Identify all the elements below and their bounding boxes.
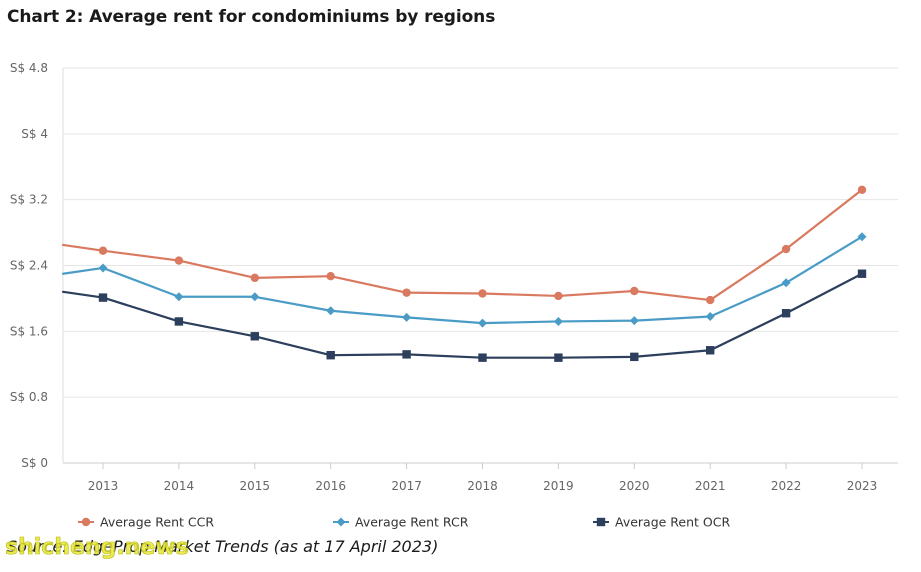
y-tick-label: S$ 0 <box>21 456 48 470</box>
legend-marker-circle <box>81 517 91 527</box>
series-layer <box>61 185 867 362</box>
x-tick-label: 2017 <box>391 479 422 493</box>
x-tick-label: 2016 <box>315 479 346 493</box>
data-point-diamond <box>705 312 715 322</box>
y-tick-label: S$ 0.8 <box>10 390 48 404</box>
legend-label: Average Rent OCR <box>615 515 730 530</box>
data-point-circle <box>250 273 259 283</box>
data-point-square <box>630 352 639 362</box>
data-point-diamond <box>326 306 336 316</box>
data-point-circle <box>174 256 184 265</box>
x-tick-label: 2023 <box>847 479 878 493</box>
data-point-circle <box>554 291 563 301</box>
axis-layer: S$ 0 S$ 0.8 S$ 1.6 S$ 2.4 S$ 3.2 S$ 4 S$ 4.8 20… <box>10 61 877 493</box>
data-point-diamond <box>629 316 639 326</box>
data-point-square <box>98 293 108 302</box>
data-point-circle <box>98 246 108 255</box>
y-tick-label: S$ 3.2 <box>10 193 48 207</box>
x-tick-label: 2015 <box>240 479 271 493</box>
x-tick-label: 2018 <box>467 479 498 493</box>
data-point-diamond <box>250 292 260 302</box>
data-point-diamond <box>553 316 563 326</box>
legend-label: Average Rent CCR <box>100 515 214 530</box>
data-point-circle <box>630 286 639 296</box>
series-square <box>61 269 867 362</box>
legend: Average Rent CCR Average Rent RCR Average … <box>78 515 730 530</box>
legend-marker-square <box>596 517 606 527</box>
legend-item[interactable]: Average Rent RCR <box>333 515 469 530</box>
data-point-circle <box>706 295 715 305</box>
data-point-circle <box>478 289 487 298</box>
data-point-circle <box>781 244 791 254</box>
legend-marker-diamond <box>336 517 346 527</box>
y-tick-label: S$ 2.4 <box>10 259 48 273</box>
data-point-circle <box>857 185 867 194</box>
data-point-diamond <box>857 232 867 242</box>
series-circle <box>61 185 867 305</box>
data-point-diamond <box>402 312 412 322</box>
x-tick-label: 2013 <box>88 479 119 493</box>
data-point-square <box>326 350 335 360</box>
data-point-square <box>781 309 791 318</box>
data-point-square <box>706 346 715 355</box>
data-point-circle <box>326 271 335 281</box>
data-point-diamond <box>478 318 487 328</box>
data-point-square <box>402 350 411 359</box>
legend-label: Average Rent RCR <box>355 515 469 530</box>
x-tick-label: 2022 <box>771 479 802 493</box>
y-tick-label: S$ 1.6 <box>10 324 48 338</box>
legend-item[interactable]: Average Rent OCR <box>593 515 730 530</box>
data-point-square <box>478 353 487 362</box>
source-note: Source: EdgeProp Market Trends (as at 17… <box>7 537 439 556</box>
x-tick-label: 2021 <box>695 479 726 493</box>
data-point-square <box>174 317 184 326</box>
series-diamond <box>61 232 867 328</box>
legend-item[interactable]: Average Rent CCR <box>78 515 214 530</box>
data-point-square <box>250 332 259 341</box>
grid-layer <box>63 67 898 464</box>
data-point-diamond <box>174 292 184 302</box>
y-tick-label: S$ 4 <box>21 127 48 141</box>
x-tick-label: 2020 <box>619 479 650 493</box>
data-point-square <box>857 269 867 278</box>
series-line <box>61 188 864 302</box>
x-tick-label: 2019 <box>543 479 574 493</box>
x-tick-label: 2014 <box>164 479 195 493</box>
data-point-diamond <box>781 278 791 288</box>
data-point-diamond <box>98 263 108 273</box>
series-line <box>61 235 864 325</box>
data-point-square <box>554 353 563 362</box>
series-line <box>61 272 864 359</box>
y-tick-label: S$ 4.8 <box>10 61 48 75</box>
chart-title: Chart 2: Average rent for condominiums b… <box>7 7 496 27</box>
data-point-circle <box>402 288 411 297</box>
